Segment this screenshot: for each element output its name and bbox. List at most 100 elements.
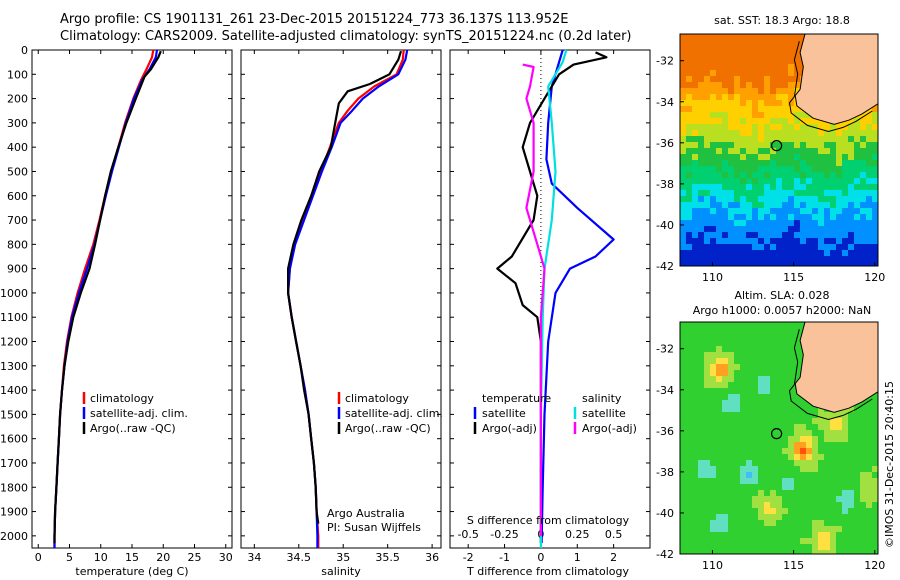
x-tick-label: 115 [783, 271, 804, 284]
map-cell [788, 136, 795, 143]
map-cell [692, 58, 699, 65]
map-cell [698, 244, 705, 251]
map-cell [854, 130, 861, 137]
map-cell [710, 34, 717, 41]
map-cell [836, 436, 843, 443]
map-cell [686, 160, 693, 167]
map-cell [728, 328, 735, 335]
map-cell [770, 340, 777, 347]
map-cell [782, 34, 789, 41]
map-cell [818, 220, 825, 227]
map-cell [788, 40, 795, 47]
map-cell [710, 514, 717, 521]
map-cell [812, 424, 819, 431]
map-cell [866, 148, 873, 155]
map-cell [854, 412, 861, 419]
map-cell [734, 100, 741, 107]
map-cell [722, 226, 729, 233]
map-cell [704, 64, 711, 71]
map-cell [722, 460, 729, 467]
map-cell [788, 172, 795, 179]
map-cell [794, 262, 801, 266]
map-cell [842, 424, 849, 431]
map-cell [788, 94, 795, 101]
map-cell [680, 538, 687, 545]
map-cell [764, 460, 771, 467]
map-cell [830, 466, 837, 473]
map-cell [764, 490, 771, 497]
map-cell [812, 244, 819, 251]
map-cell [710, 148, 717, 155]
map-cell [806, 412, 813, 419]
map-cell [854, 550, 861, 554]
map-cell [758, 520, 765, 527]
map-cell [734, 520, 741, 527]
map-cell [704, 526, 711, 533]
map-cell [710, 124, 717, 131]
map-cell [818, 178, 825, 185]
map-cell [746, 394, 753, 401]
map-cell [764, 550, 771, 554]
map-cell [680, 184, 687, 191]
map-cell [770, 106, 777, 113]
map-cell [686, 130, 693, 137]
map-cell [698, 130, 705, 137]
map-cell [866, 466, 873, 473]
map-cell [746, 448, 753, 455]
map-cell [782, 424, 789, 431]
map-cell [770, 532, 777, 539]
y-tick-label: -38 [656, 178, 674, 191]
map-cell [746, 496, 753, 503]
map-cell [740, 154, 747, 161]
map-cell [722, 40, 729, 47]
map-cell [836, 178, 843, 185]
map-cell [794, 454, 801, 461]
map-cell [740, 472, 747, 479]
map-cell [710, 214, 717, 221]
map-cell [746, 376, 753, 383]
map-cell [722, 496, 729, 503]
map-cell [788, 244, 795, 251]
map-cell [800, 154, 807, 161]
map-cell [842, 256, 849, 263]
map-cell [806, 484, 813, 491]
map-cell [740, 52, 747, 59]
map-cell [776, 454, 783, 461]
map-cell [848, 532, 855, 539]
map-cell [872, 460, 878, 467]
map-cell [740, 388, 747, 395]
map-cell [770, 544, 777, 551]
map-cell [746, 460, 753, 467]
map-cell [842, 136, 849, 143]
map-cell [758, 352, 765, 359]
map-cell [740, 346, 747, 353]
map-cell [812, 550, 819, 554]
map-cell [752, 160, 759, 167]
map-cell [866, 412, 873, 419]
map-cell [794, 466, 801, 473]
map-cell [758, 190, 765, 197]
map-cell [722, 394, 729, 401]
map-cell [794, 346, 801, 353]
map-cell [764, 94, 771, 101]
map-cell [764, 364, 771, 371]
map-cell [848, 406, 855, 413]
map-cell [770, 508, 777, 515]
map-cell [686, 334, 693, 341]
map-cell [680, 376, 687, 383]
map-cell [782, 334, 789, 341]
map-cell [728, 358, 735, 365]
map-cell [782, 322, 789, 329]
map-cell [746, 136, 753, 143]
map-cell [716, 370, 723, 377]
map-cell [782, 340, 789, 347]
map-cell [776, 460, 783, 467]
map-cell [764, 70, 771, 77]
map-cell [776, 376, 783, 383]
map-cell [854, 460, 861, 467]
map-cell [782, 76, 789, 83]
map-cell [848, 496, 855, 503]
map-cell [710, 340, 717, 347]
map-cell [806, 256, 813, 263]
